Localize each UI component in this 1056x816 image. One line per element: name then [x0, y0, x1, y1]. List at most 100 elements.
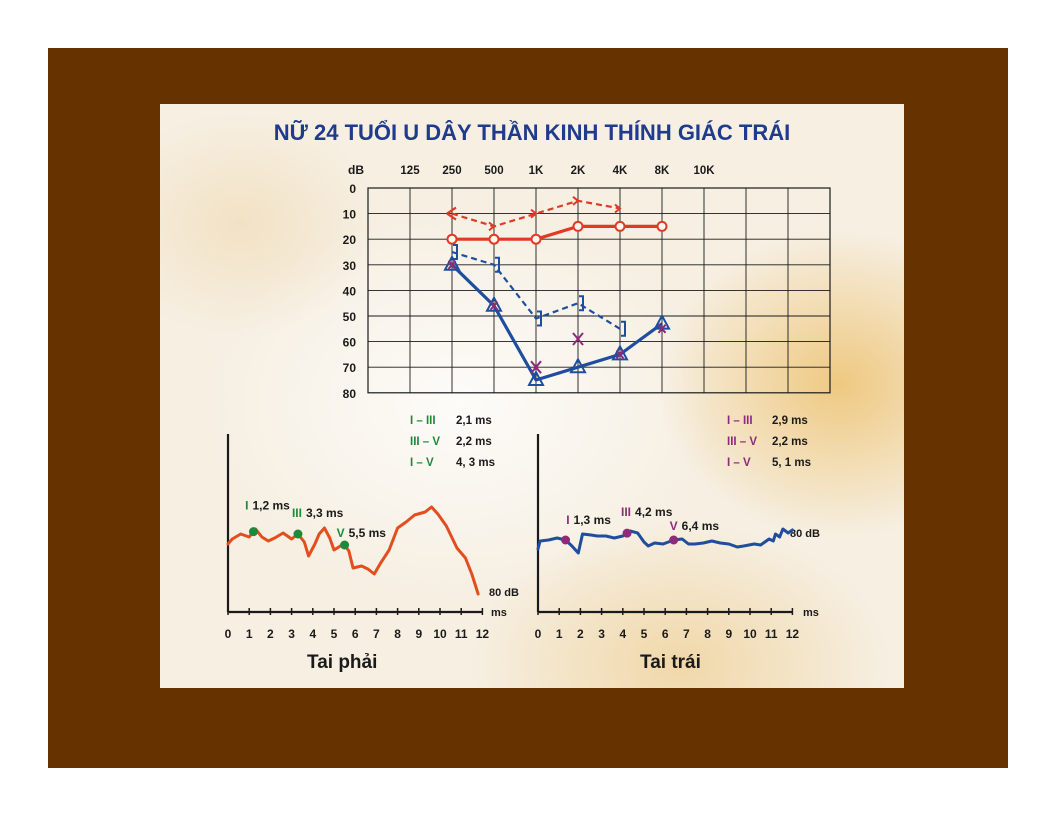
abr-left-caption: Tai trái — [640, 652, 701, 673]
abr-xlabel: ms — [803, 607, 819, 619]
abr-x-tick-label: 9 — [415, 627, 422, 641]
abr-peak-latency: 4,2 ms — [635, 505, 673, 519]
data-point-left_air — [569, 357, 587, 374]
data-point-left_overlay_markers — [657, 324, 667, 334]
abr-x-tick-label: 6 — [662, 627, 669, 641]
audiogram-chart: dB 125 250 500 1K 2K 4K 8K 10K 0 10 20 30 40 50 60 70 80 — [343, 163, 831, 401]
abr-x-tick-label: 3 — [288, 627, 295, 641]
abr-peak-latency: 3,3 ms — [306, 506, 344, 520]
abr-xlabel: ms — [491, 607, 507, 619]
abr-peak-marker — [669, 535, 679, 545]
y-tick-label: 40 — [343, 284, 357, 298]
abr-x-tick-label: 10 — [433, 627, 447, 641]
data-point-left_markers — [572, 332, 584, 346]
data-point-left_markers — [530, 360, 542, 374]
abr-x-tick-label: 11 — [765, 627, 778, 641]
data-point-right_air — [572, 220, 584, 232]
abr-interval-value: 2,2 ms — [772, 436, 808, 448]
data-point-left_air — [443, 254, 461, 271]
x-tick-label: 250 — [442, 165, 461, 177]
abr-peak-marker — [293, 529, 303, 539]
audiogram-ylabel: dB — [348, 163, 364, 177]
data-point-right_air — [530, 233, 542, 245]
abr-x-tick-label: 7 — [683, 627, 690, 641]
abr-x-tick-label: 5 — [641, 627, 648, 641]
data-point-right_air — [488, 233, 500, 245]
data-point-right_bone — [530, 208, 538, 219]
abr-interval-value: 4, 3 ms — [456, 457, 495, 469]
abr-x-tick-label: 12 — [786, 627, 800, 641]
abr-x-tick-label: 9 — [725, 627, 732, 641]
y-tick-label: 20 — [343, 233, 357, 247]
data-point-left_bone — [537, 310, 542, 327]
data-point-right_bone — [446, 206, 457, 221]
abr-peak-latency: 1,3 ms — [574, 513, 612, 527]
data-point-left_bone — [495, 256, 500, 273]
abr-waveform — [536, 527, 794, 555]
abr-x-tick-label: 11 — [455, 627, 468, 641]
abr-x-tick-label: 5 — [331, 627, 338, 641]
abr-interval-label: I – III — [410, 415, 436, 427]
charts-canvas: dB 125 250 500 1K 2K 4K 8K 10K01020304050607080 … — [225, 163, 831, 641]
slide-panel: NỮ 24 TUỔI U DÂY THẦN KINH THÍNH GIÁC TR… — [160, 104, 904, 688]
y-tick-label: 80 — [343, 387, 357, 401]
abr-waveform — [226, 505, 480, 596]
abr-x-tick-label: 4 — [309, 627, 316, 641]
abr-x-tick-label: 0 — [225, 627, 232, 641]
abr-intensity-label: 80 dB — [790, 528, 820, 540]
abr-x-tick-label: 0 — [535, 627, 542, 641]
abr-peak-label: III — [292, 506, 302, 520]
data-point-left_bone — [453, 244, 458, 260]
abr-x-tick-label: 2 — [577, 627, 584, 641]
abr-intensity-label: 80 dB — [489, 587, 519, 599]
abr-interval-label: I – V — [727, 457, 751, 469]
y-tick-label: 30 — [343, 259, 357, 273]
abr-peak-label: I — [245, 499, 248, 513]
abr-interval-value: 5, 1 ms — [772, 457, 811, 469]
x-tick-label: 4K — [613, 165, 628, 177]
abr-peak-marker — [622, 528, 632, 538]
abr-peak-label: V — [670, 519, 678, 533]
abr-interval-value: 2,1 ms — [456, 415, 492, 427]
data-point-right_air — [614, 220, 626, 232]
abr-interval-label: I – V — [410, 457, 434, 469]
y-tick-label: 50 — [343, 310, 357, 324]
x-tick-label: 125 — [400, 165, 420, 177]
abr-peak-marker — [248, 527, 258, 537]
abr-peak-latency: 1,2 ms — [252, 499, 290, 513]
x-tick-label: 10K — [693, 165, 715, 177]
abr-x-tick-label: 8 — [394, 627, 401, 641]
data-point-left_bone — [579, 295, 584, 312]
abr-x-tick-label: 6 — [352, 627, 359, 641]
data-point-right_bone — [488, 221, 496, 232]
abr-peak-label: V — [337, 526, 345, 540]
abr-x-tick-label: 8 — [704, 627, 711, 641]
x-tick-label: 8K — [655, 165, 670, 177]
x-tick-label: 1K — [529, 165, 544, 177]
abr-interval-value: 2,9 ms — [772, 415, 808, 427]
abr-x-tick-label: 1 — [246, 627, 253, 641]
y-tick-label: 0 — [349, 182, 356, 196]
data-point-left_air — [611, 344, 629, 361]
series-line-right_bone — [451, 199, 621, 228]
abr-interval-label: III – V — [727, 436, 757, 448]
data-point-left_overlay_markers — [447, 260, 457, 270]
data-point-right_bone — [614, 203, 622, 214]
data-point-left_air — [527, 369, 545, 386]
abr-peak-marker — [561, 535, 571, 545]
data-point-left_air — [485, 295, 503, 312]
series-line-left_air — [450, 263, 663, 382]
data-point-right_air — [446, 233, 458, 245]
abr-x-tick-label: 10 — [743, 627, 757, 641]
data-point-right_bone — [572, 196, 580, 206]
series-line-right_air — [452, 224, 662, 241]
series-line-left_bone — [451, 250, 621, 330]
abr-right-caption: Tai phải — [307, 652, 378, 673]
abr-x-tick-label: 12 — [476, 627, 490, 641]
abr-peak-label: I — [566, 513, 569, 527]
x-tick-label: 2K — [571, 165, 586, 177]
abr-x-tick-label: 1 — [556, 627, 563, 641]
data-point-left_bone — [621, 320, 626, 337]
